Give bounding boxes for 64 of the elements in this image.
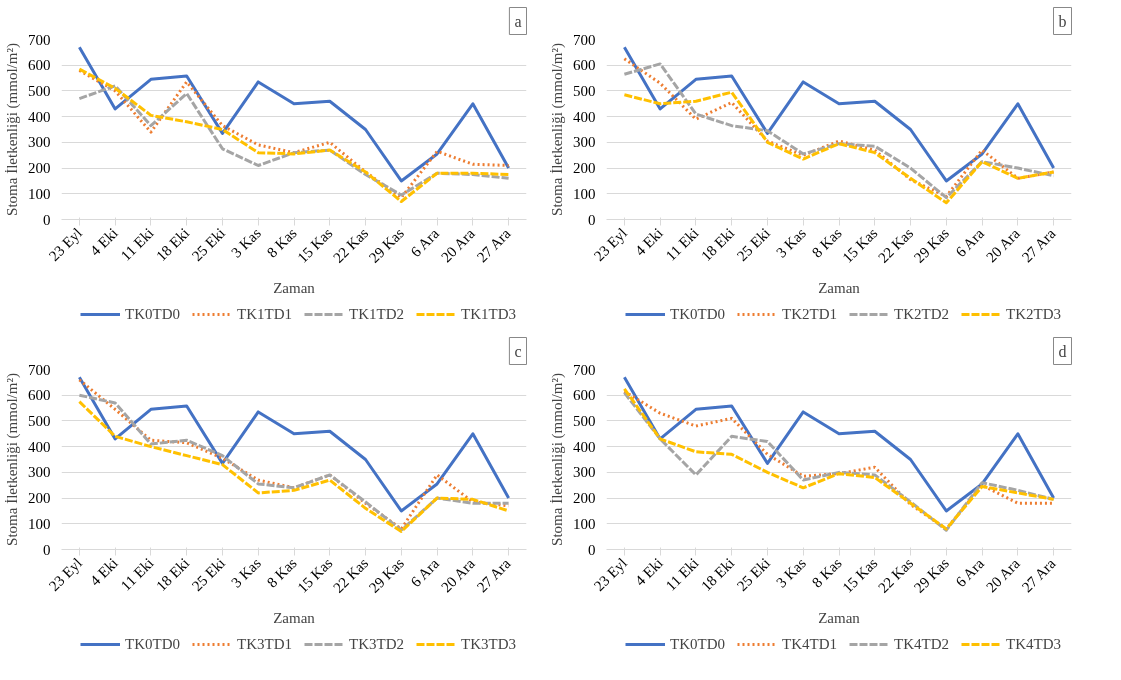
text: d bbox=[1058, 342, 1067, 360]
y-tick-label: 200 bbox=[573, 490, 596, 507]
y-tick-label: 100 bbox=[28, 515, 51, 532]
line-series bbox=[622, 45, 1056, 183]
legend-label: TK4TD3 bbox=[1006, 635, 1061, 653]
y-tick-label: 100 bbox=[573, 515, 596, 532]
y-axis-title: Stoma İletkenliği (mmol/m²) bbox=[549, 43, 566, 216]
legend-label: TK1TD2 bbox=[349, 305, 404, 323]
y-tick-label: 600 bbox=[28, 387, 51, 404]
line-series bbox=[622, 375, 1056, 513]
legend-label: TK3TD2 bbox=[349, 635, 404, 653]
legend-label: TK3TD1 bbox=[237, 635, 292, 653]
x-tick-label: 3 Kas bbox=[228, 554, 264, 591]
x-axis-title: Zaman bbox=[273, 279, 316, 296]
legend-label: TK2TD3 bbox=[1006, 305, 1061, 323]
y-tick-label: 700 bbox=[28, 31, 51, 48]
text: b bbox=[1058, 12, 1067, 30]
y-tick-label: 600 bbox=[28, 57, 51, 74]
y-tick-label: 300 bbox=[573, 464, 596, 481]
y-tick-label: 500 bbox=[28, 412, 51, 429]
y-tick-label: 200 bbox=[573, 160, 596, 177]
legend-label: TK2TD1 bbox=[782, 305, 837, 323]
y-tick-label: 700 bbox=[573, 361, 596, 378]
y-tick-label: 300 bbox=[28, 134, 51, 151]
y-tick-label: 400 bbox=[573, 108, 596, 125]
y-tick-label: 400 bbox=[28, 108, 51, 125]
legend-label: TK3TD3 bbox=[461, 635, 516, 653]
y-tick-label: 500 bbox=[573, 412, 596, 429]
y-tick-label: 300 bbox=[573, 134, 596, 151]
legend-label: TK0TD0 bbox=[670, 635, 725, 653]
legend-label: TK4TD1 bbox=[782, 635, 837, 653]
text: a bbox=[514, 12, 522, 30]
legend-label: TK0TD0 bbox=[670, 305, 725, 323]
legend-label: TK2TD2 bbox=[894, 305, 949, 323]
y-tick-label: 100 bbox=[28, 185, 51, 202]
y-axis-title: Stoma İletkenliği (mmol/m²) bbox=[4, 43, 21, 216]
y-tick-label: 700 bbox=[573, 31, 596, 48]
y-tick-label: 300 bbox=[28, 464, 51, 481]
y-tick-label: 600 bbox=[573, 387, 596, 404]
y-tick-label: 400 bbox=[28, 438, 51, 455]
x-axis-title: Zaman bbox=[273, 609, 316, 626]
y-tick-label: 600 bbox=[573, 57, 596, 74]
legend-label: TK4TD2 bbox=[894, 635, 949, 653]
y-tick-label: 500 bbox=[28, 82, 51, 99]
x-tick-label: 3 Kas bbox=[773, 554, 809, 591]
x-axis-title: Zaman bbox=[818, 279, 861, 296]
y-tick-label: 500 bbox=[573, 82, 596, 99]
y-axis-title: Stoma İletkenliği (mmol/m²) bbox=[549, 373, 566, 546]
x-axis-title: Zaman bbox=[818, 609, 861, 626]
legend-label: TK1TD3 bbox=[461, 305, 516, 323]
y-tick-label: 700 bbox=[28, 361, 51, 378]
legend-label: TK1TD1 bbox=[237, 305, 292, 323]
text: c bbox=[514, 342, 522, 360]
line-series bbox=[622, 90, 1056, 205]
y-tick-label: 100 bbox=[573, 185, 596, 202]
y-tick-label: 400 bbox=[573, 438, 596, 455]
y-tick-label: 200 bbox=[28, 160, 51, 177]
y-axis-title: Stoma İletkenliği (mmol/m²) bbox=[4, 373, 21, 546]
legend-label: TK0TD0 bbox=[125, 635, 180, 653]
x-tick-label: 3 Kas bbox=[228, 224, 264, 261]
y-tick-label: 200 bbox=[28, 490, 51, 507]
x-tick-label: 3 Kas bbox=[773, 224, 809, 261]
line-series bbox=[77, 45, 511, 183]
legend-label: TK0TD0 bbox=[125, 305, 180, 323]
